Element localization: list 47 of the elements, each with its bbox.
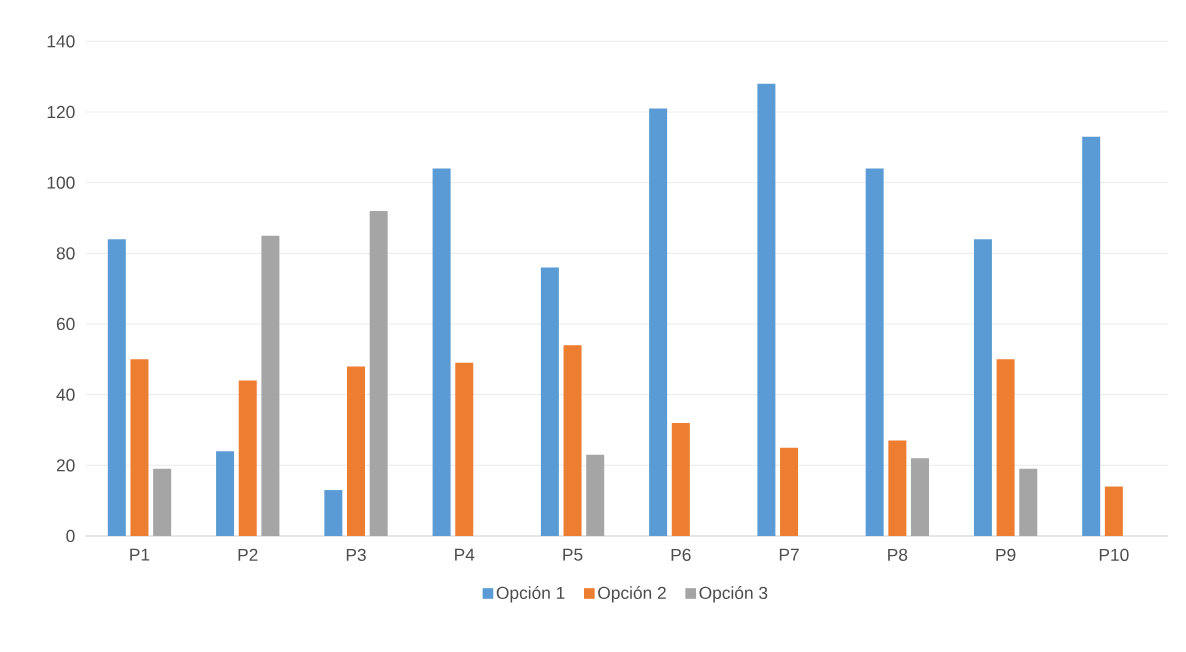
- x-tick-label: P7: [779, 548, 799, 561]
- x-tick-label: P10: [1099, 548, 1129, 561]
- y-tick-label: 0: [66, 529, 75, 543]
- bar: [649, 108, 668, 536]
- y-tick-label: 120: [47, 105, 75, 119]
- x-tick-label: P9: [996, 548, 1016, 561]
- bar: [540, 267, 559, 536]
- legend-label: Opción 3: [699, 586, 768, 603]
- bar: [130, 359, 149, 536]
- bar: [671, 422, 690, 536]
- x-tick-label: P1: [130, 548, 150, 561]
- bar: [1104, 486, 1123, 536]
- x-tick-label: P8: [888, 548, 908, 561]
- bar: [455, 362, 474, 536]
- y-tick-label: 100: [47, 176, 75, 189]
- bar: [1082, 136, 1101, 536]
- bar: [780, 447, 799, 536]
- x-tick-label: P2: [238, 548, 258, 561]
- y-tick-label: 140: [47, 35, 75, 48]
- bar: [757, 83, 776, 536]
- x-tick-label: P5: [563, 548, 583, 561]
- legend-label: Opción 1: [496, 586, 565, 603]
- bar: [347, 366, 366, 536]
- bar: [1019, 468, 1038, 536]
- x-tick-label: P3: [346, 548, 366, 561]
- bar: [153, 468, 172, 536]
- bar: [324, 490, 343, 536]
- y-tick-label: 40: [56, 388, 75, 401]
- bar: [432, 168, 451, 536]
- y-tick-label: 20: [56, 459, 75, 472]
- bar: [563, 345, 582, 536]
- legend-label: Opción 2: [598, 586, 666, 603]
- bar: [369, 210, 388, 536]
- y-tick-label: 80: [56, 247, 75, 260]
- bar: [216, 451, 235, 536]
- bar: [261, 235, 280, 536]
- bar: [107, 239, 126, 536]
- bar: [238, 380, 257, 536]
- y-tick-label: 60: [56, 317, 75, 331]
- bar: [865, 168, 884, 536]
- x-tick-label: P6: [671, 548, 691, 561]
- bar: [888, 440, 907, 536]
- bar: [911, 458, 929, 536]
- bar: [586, 454, 605, 536]
- bar: [996, 359, 1015, 536]
- bar: [973, 239, 992, 536]
- x-tick-label: P4: [455, 548, 475, 561]
